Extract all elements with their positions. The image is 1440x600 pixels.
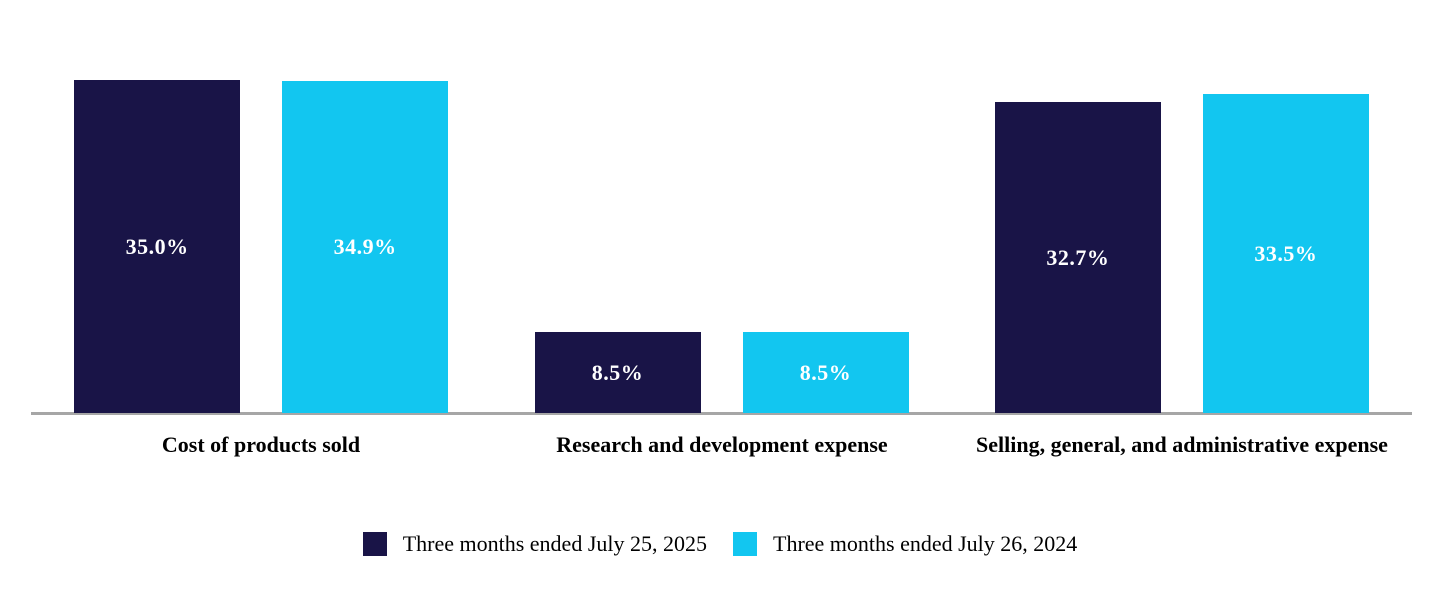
bar: 33.5% <box>1202 94 1369 413</box>
category-label: Research and development expense <box>556 432 888 457</box>
bar-value-label: 8.5% <box>799 359 852 385</box>
category-axis-labels: Cost of products sold Research and develo… <box>0 430 1440 496</box>
bar-value-label: 8.5% <box>591 359 644 385</box>
bar-value-label: 33.5% <box>1254 240 1318 266</box>
legend-item-2025: Three months ended July 25, 2025 <box>362 531 707 557</box>
bar: 8.5% <box>742 332 909 413</box>
legend-swatch-2024 <box>733 532 757 556</box>
category-label: Cost of products sold <box>161 432 361 457</box>
bar-value-label: 32.7% <box>1046 244 1110 270</box>
legend-item-2024: Three months ended July 26, 2024 <box>733 531 1077 557</box>
legend-label-2025: Three months ended July 25, 2025 <box>402 531 707 556</box>
bar-value-label: 34.9% <box>333 234 397 259</box>
chart-legend: Three months ended July 25, 2025 Three m… <box>0 531 1440 557</box>
legend-label-2024: Three months ended July 26, 2024 <box>773 531 1078 556</box>
bar-value-label: 35.0% <box>125 233 189 259</box>
bar: 32.7% <box>994 102 1161 413</box>
x-axis-line <box>31 412 1412 415</box>
plot-area: 35.0% 34.9% 8.5% 8.5% 32.7% 33.5% <box>31 80 1412 415</box>
category-label: Selling, general, and administrative exp… <box>976 432 1388 457</box>
bar: 8.5% <box>534 332 701 413</box>
bar: 35.0% <box>74 80 241 413</box>
legend-swatch-2025 <box>362 532 387 556</box>
bar: 34.9% <box>282 81 449 413</box>
